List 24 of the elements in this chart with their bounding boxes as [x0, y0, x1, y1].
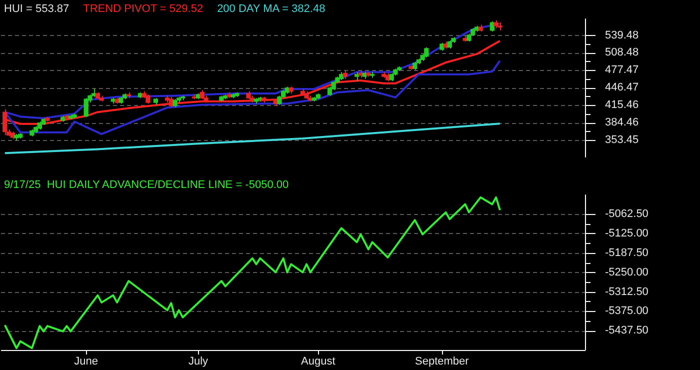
y-tick-label: 508.48 — [605, 46, 639, 59]
y-tick-label: -5437.50 — [605, 324, 648, 337]
y-tick-label: 446.47 — [605, 82, 639, 94]
candlestick — [494, 20, 498, 29]
y-tick-label: 415.46 — [605, 99, 639, 112]
y-tick-label: 353.45 — [605, 134, 639, 146]
x-tick-label: September — [414, 356, 470, 368]
text: TREND PIVOT = 529.52 — [83, 3, 204, 15]
y-tick-label: -5062.50 — [605, 208, 648, 220]
text: 200 DAY MA = 382.48 — [217, 3, 326, 15]
x-tick-label: August — [301, 356, 336, 368]
candlestick — [478, 24, 483, 32]
y-tick-label: -5250.00 — [605, 266, 648, 278]
y-tick-label: -5375.00 — [605, 305, 648, 318]
y-tick-label: -5187.50 — [605, 246, 648, 259]
y-tick-label: 539.48 — [605, 29, 639, 42]
y-tick-label: -5312.50 — [605, 286, 648, 298]
y-tick-label: 477.47 — [605, 64, 639, 76]
x-tick-label: June — [74, 356, 98, 368]
x-tick-label: July — [188, 356, 209, 368]
text: 9/17/25 HUI DAILY ADVANCE/DECLINE LINE = -5050.00 — [4, 179, 289, 191]
chart-title: HUI = 553.87 — [4, 3, 70, 15]
y-tick-label: -5125.00 — [605, 227, 648, 240]
y-tick-label: 384.46 — [605, 116, 639, 129]
